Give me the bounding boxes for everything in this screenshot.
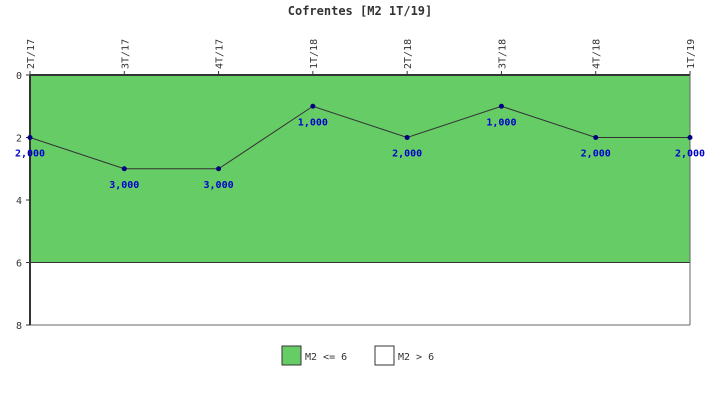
data-point [687,135,693,140]
legend-swatch [374,345,395,366]
x-tick-label: 1T/19 [686,39,697,69]
data-point [121,166,127,172]
data-label: 3,000 [109,180,139,191]
series-layer: 2,000 3,000 3,000 1,000 2,000 1,000 2,000 2,000 [15,103,705,191]
data-label: 2,000 [581,149,611,160]
data-label: 2,000 [15,149,45,160]
y-tick-label: 0 [16,71,22,82]
y-tick-label: 6 [16,259,22,270]
data-label: 1,000 [486,117,516,128]
x-tick-label: 1T/18 [309,39,320,69]
data-point [404,135,410,140]
legend-label: M2 <= 6 [305,352,347,363]
x-axis: 2T/17 3T/17 4T/17 1T/18 2T/18 3T/18 4T/18 1T/19 [26,39,697,75]
series-line [29,105,690,170]
bands-layer [30,75,690,325]
x-tick-label: 2T/18 [403,39,414,69]
y-tick-label: 2 [16,134,22,145]
data-label: 1,000 [298,117,328,128]
x-tick-label: 4T/18 [592,39,603,69]
legend-label: M2 > 6 [398,352,434,363]
y-axis: 0 2 4 6 8 [16,71,30,332]
data-label: 2,000 [675,149,705,160]
x-tick-label: 3T/17 [120,39,131,69]
x-tick-label: 2T/17 [26,39,37,69]
band-1 [30,262,690,325]
data-point [593,135,599,140]
x-tick-label: 3T/18 [497,39,508,69]
data-label: 3,000 [204,180,234,191]
y-tick-label: 4 [16,196,22,207]
data-point [498,103,504,109]
data-point [27,135,33,140]
x-tick-label: 4T/17 [215,39,226,69]
plot-frame [29,74,691,326]
data-point [310,103,316,109]
data-point [216,166,222,172]
legend-swatch [281,345,302,366]
legend: M2 <= 6 M2 > 6 [281,345,434,366]
chart-title: Cofrentes [M2 1T/19] [288,4,433,18]
y-tick-label: 8 [16,321,22,332]
data-label: 2,000 [392,149,422,160]
